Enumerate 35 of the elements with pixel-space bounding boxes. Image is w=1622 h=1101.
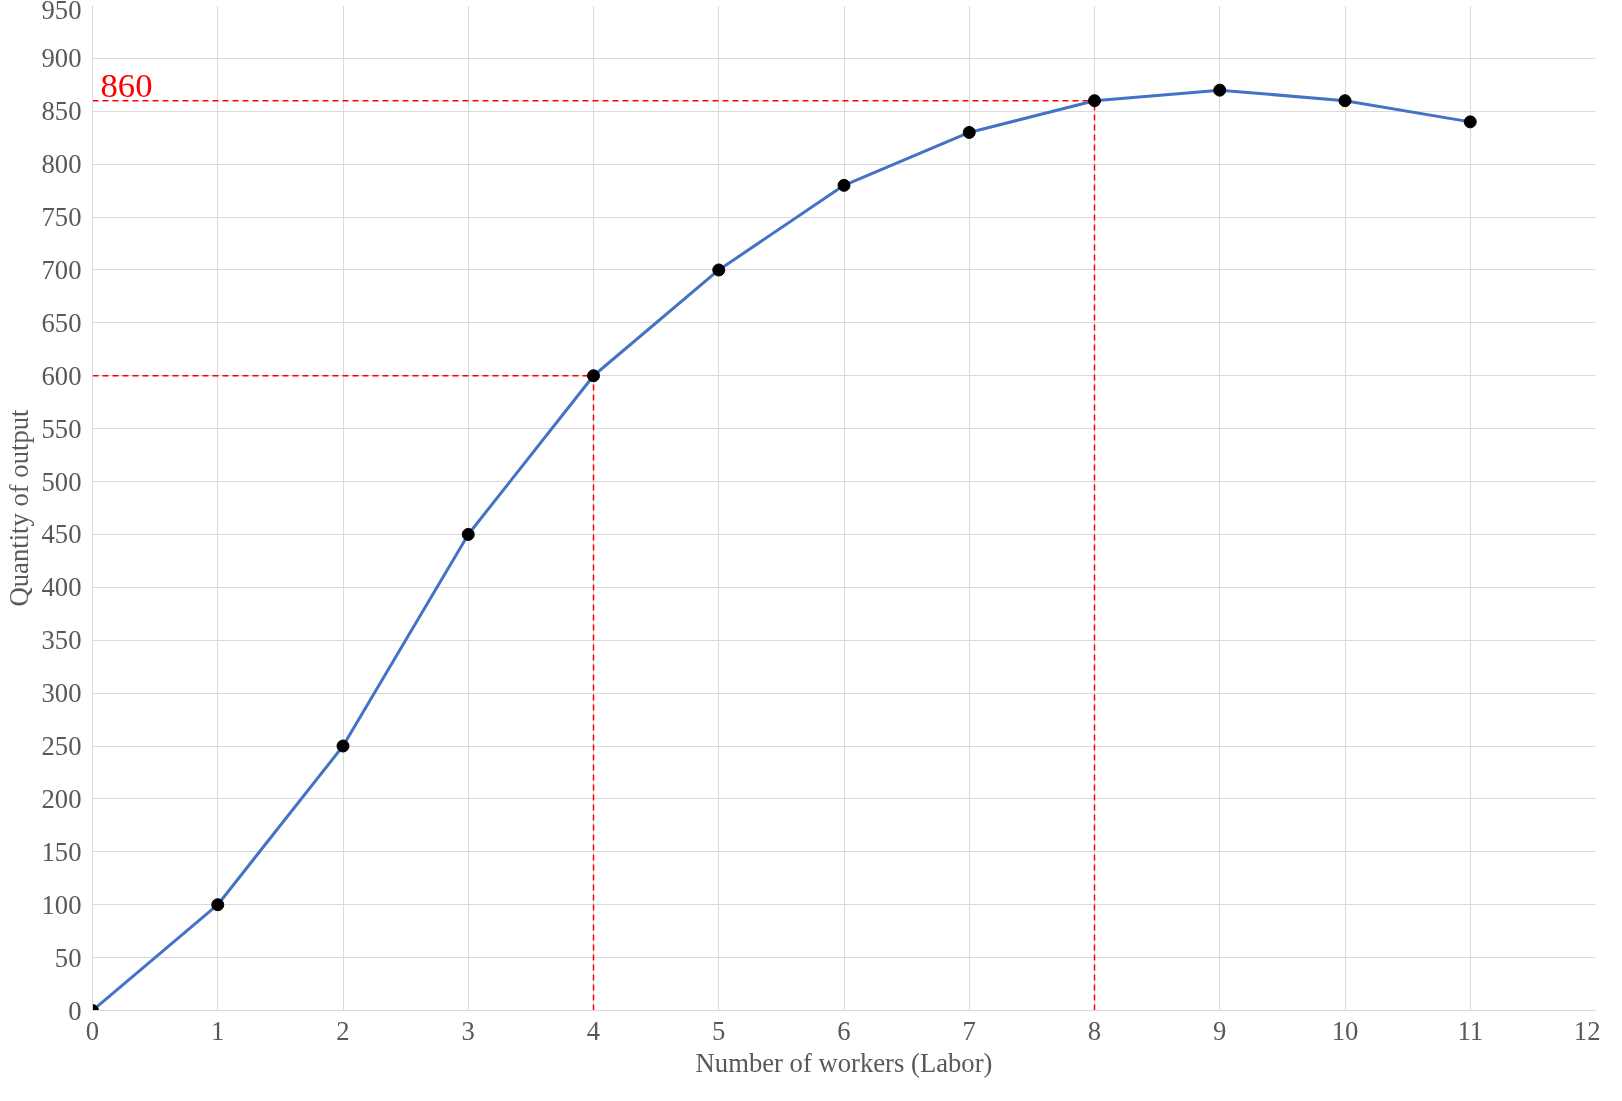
y-tick-label: 700: [41, 254, 82, 285]
x-tick-label: 5: [712, 1015, 726, 1046]
y-tick-label: 200: [41, 783, 82, 814]
y-tick-label: 550: [41, 413, 82, 444]
x-tick-label: 9: [1213, 1015, 1227, 1046]
x-tick-label: 7: [962, 1015, 976, 1046]
y-tick-label: 50: [54, 942, 82, 973]
y-tick-label: 150: [41, 836, 82, 867]
y-tick-label: 100: [41, 889, 82, 920]
x-tick-label: 12: [1573, 1015, 1601, 1046]
x-axis-title: Number of workers (Labor): [695, 1047, 993, 1078]
x-tick-label: 3: [461, 1015, 475, 1046]
y-tick-label: 750: [41, 202, 82, 233]
y-tick-label: 650: [41, 307, 82, 338]
ref-line-label: 860: [100, 65, 153, 104]
y-tick-label: 450: [41, 519, 82, 550]
x-tick-label: 2: [336, 1015, 350, 1046]
x-tick-label: 1: [211, 1015, 225, 1046]
y-tick-label: 250: [41, 731, 82, 762]
x-tick-label: 4: [586, 1015, 601, 1046]
y-tick-label: 350: [41, 625, 82, 656]
y-axis-title: Quantity of output: [3, 408, 34, 607]
y-tick-label: 0: [68, 995, 82, 1026]
x-tick-label: 10: [1331, 1015, 1359, 1046]
y-tick-label: 950: [41, 0, 82, 25]
y-tick-label: 300: [41, 678, 82, 709]
y-tick-label: 600: [41, 360, 82, 391]
x-tick-label: 11: [1457, 1015, 1484, 1046]
x-tick-label: 8: [1087, 1015, 1102, 1046]
y-tick-label: 500: [41, 466, 82, 497]
y-tick-label: 400: [41, 572, 82, 603]
x-tick-label: 6: [837, 1015, 851, 1046]
y-tick-label: 900: [41, 43, 82, 74]
y-tick-label: 800: [41, 149, 82, 180]
y-tick-label: 850: [41, 96, 82, 127]
